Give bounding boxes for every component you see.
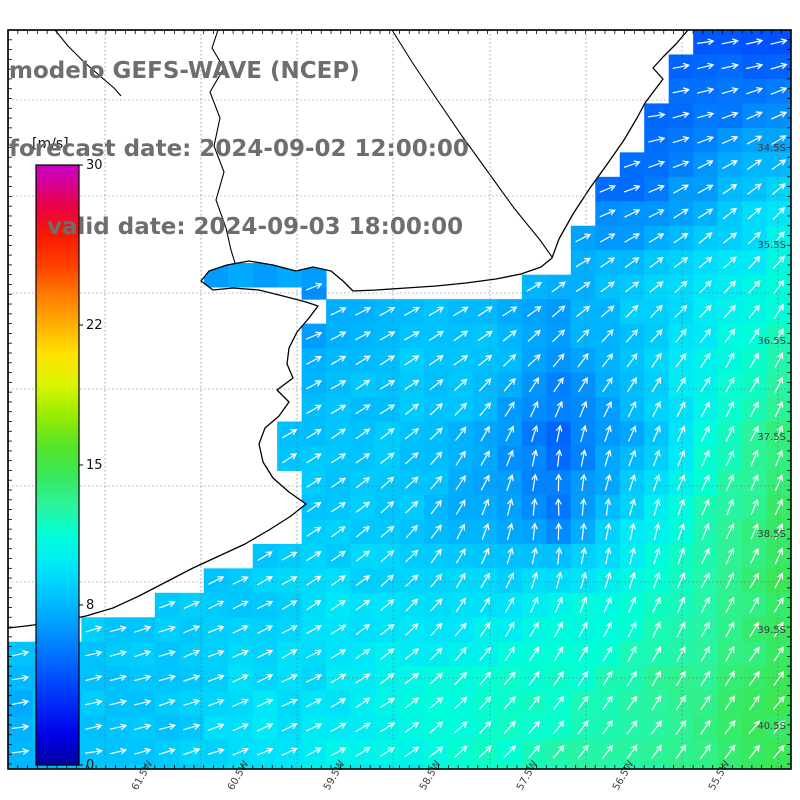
colorbar-tick-label: 8 — [86, 598, 94, 613]
colorbar-gradient — [35, 164, 80, 766]
lat-label: 37.5S — [757, 432, 786, 443]
colorbar-tick-label: 22 — [86, 318, 103, 333]
river-line — [209, 30, 236, 264]
lat-label: 36.5S — [757, 336, 786, 347]
lat-label: 40.5S — [757, 721, 786, 732]
lat-label: 34.5S — [757, 143, 786, 154]
colorbar: [m/s] 0 8 15 22 30 — [32, 136, 103, 773]
map-border — [7, 29, 792, 770]
lat-labels: 34.5S 35.5S 36.5S 37.5S 38.5S 39.5S 40.5S — [757, 143, 786, 732]
colorbar-unit-label: [m/s] — [32, 136, 69, 152]
colorbar-tick-label: 0 — [86, 758, 94, 773]
colorbar-tick-label: 15 — [86, 458, 103, 473]
wind-arrows — [11, 38, 788, 769]
land-mask — [8, 30, 689, 629]
lat-label: 39.5S — [757, 625, 786, 636]
lat-label: 35.5S — [757, 240, 786, 251]
river-lines — [54, 30, 553, 264]
colorbar-tick-label: 30 — [86, 158, 103, 173]
river-line — [391, 30, 553, 258]
river-line — [54, 30, 122, 97]
graticule — [8, 30, 791, 769]
lat-label: 38.5S — [757, 529, 786, 540]
